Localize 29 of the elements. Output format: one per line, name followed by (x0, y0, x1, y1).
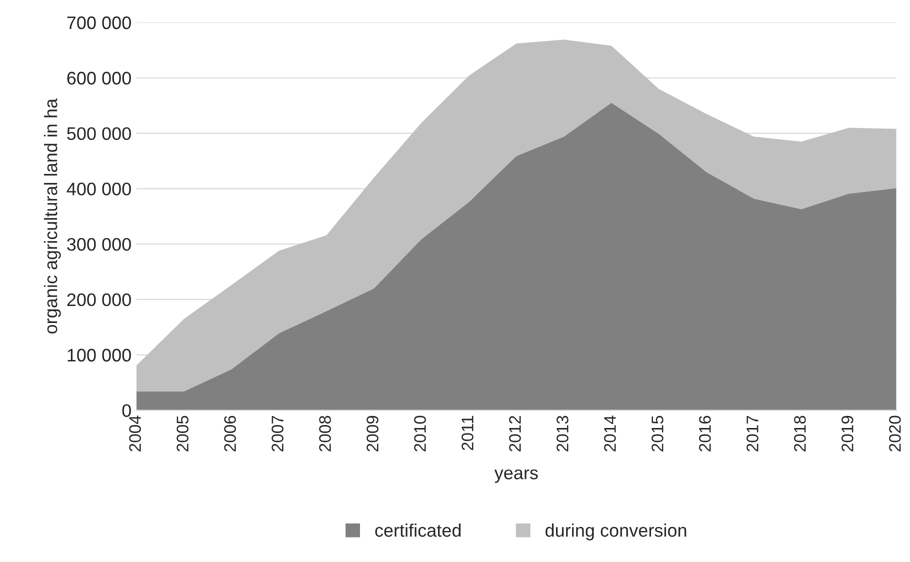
x-tick-label: 2007 (272, 416, 284, 452)
legend-label: certificated (375, 524, 461, 537)
y-tick-label: 400 000 (66, 182, 131, 196)
y-tick-label: 600 000 (67, 72, 131, 85)
x-tick-label: 2015 (652, 416, 664, 452)
x-tick-label: 2017 (746, 416, 758, 452)
legend-label: during conversion (546, 524, 686, 540)
x-tick-label: 2004 (129, 416, 141, 452)
x-tick-label: 2020 (889, 416, 901, 452)
y-tick-label: 300 000 (67, 238, 131, 251)
x-tick-label: 2018 (794, 416, 806, 452)
y-tick-label: 0 (122, 404, 131, 417)
y-tick-label: 200 000 (67, 293, 131, 306)
y-axis-title: organic agricultural land in ha (44, 98, 61, 334)
x-tick-label: 2008 (319, 416, 331, 452)
x-tick-label: 2019 (842, 416, 854, 452)
x-tick-label: 2012 (509, 416, 521, 452)
x-tick-label: 2010 (414, 416, 426, 452)
y-tick-label: 100 000 (68, 348, 131, 362)
x-tick-label: 2016 (699, 416, 711, 452)
y-tick-label: 700 000 (67, 16, 131, 30)
x-tick-label: 2005 (176, 416, 188, 452)
x-tick-label: 2009 (366, 416, 378, 452)
x-axis-title: years (494, 469, 538, 483)
x-tick-label: 2011 (462, 416, 474, 450)
x-tick-label: 2006 (224, 416, 236, 452)
y-tick-label: 500 000 (67, 127, 131, 140)
x-tick-label: 2013 (556, 416, 568, 452)
x-tick-label: 2014 (604, 416, 616, 452)
